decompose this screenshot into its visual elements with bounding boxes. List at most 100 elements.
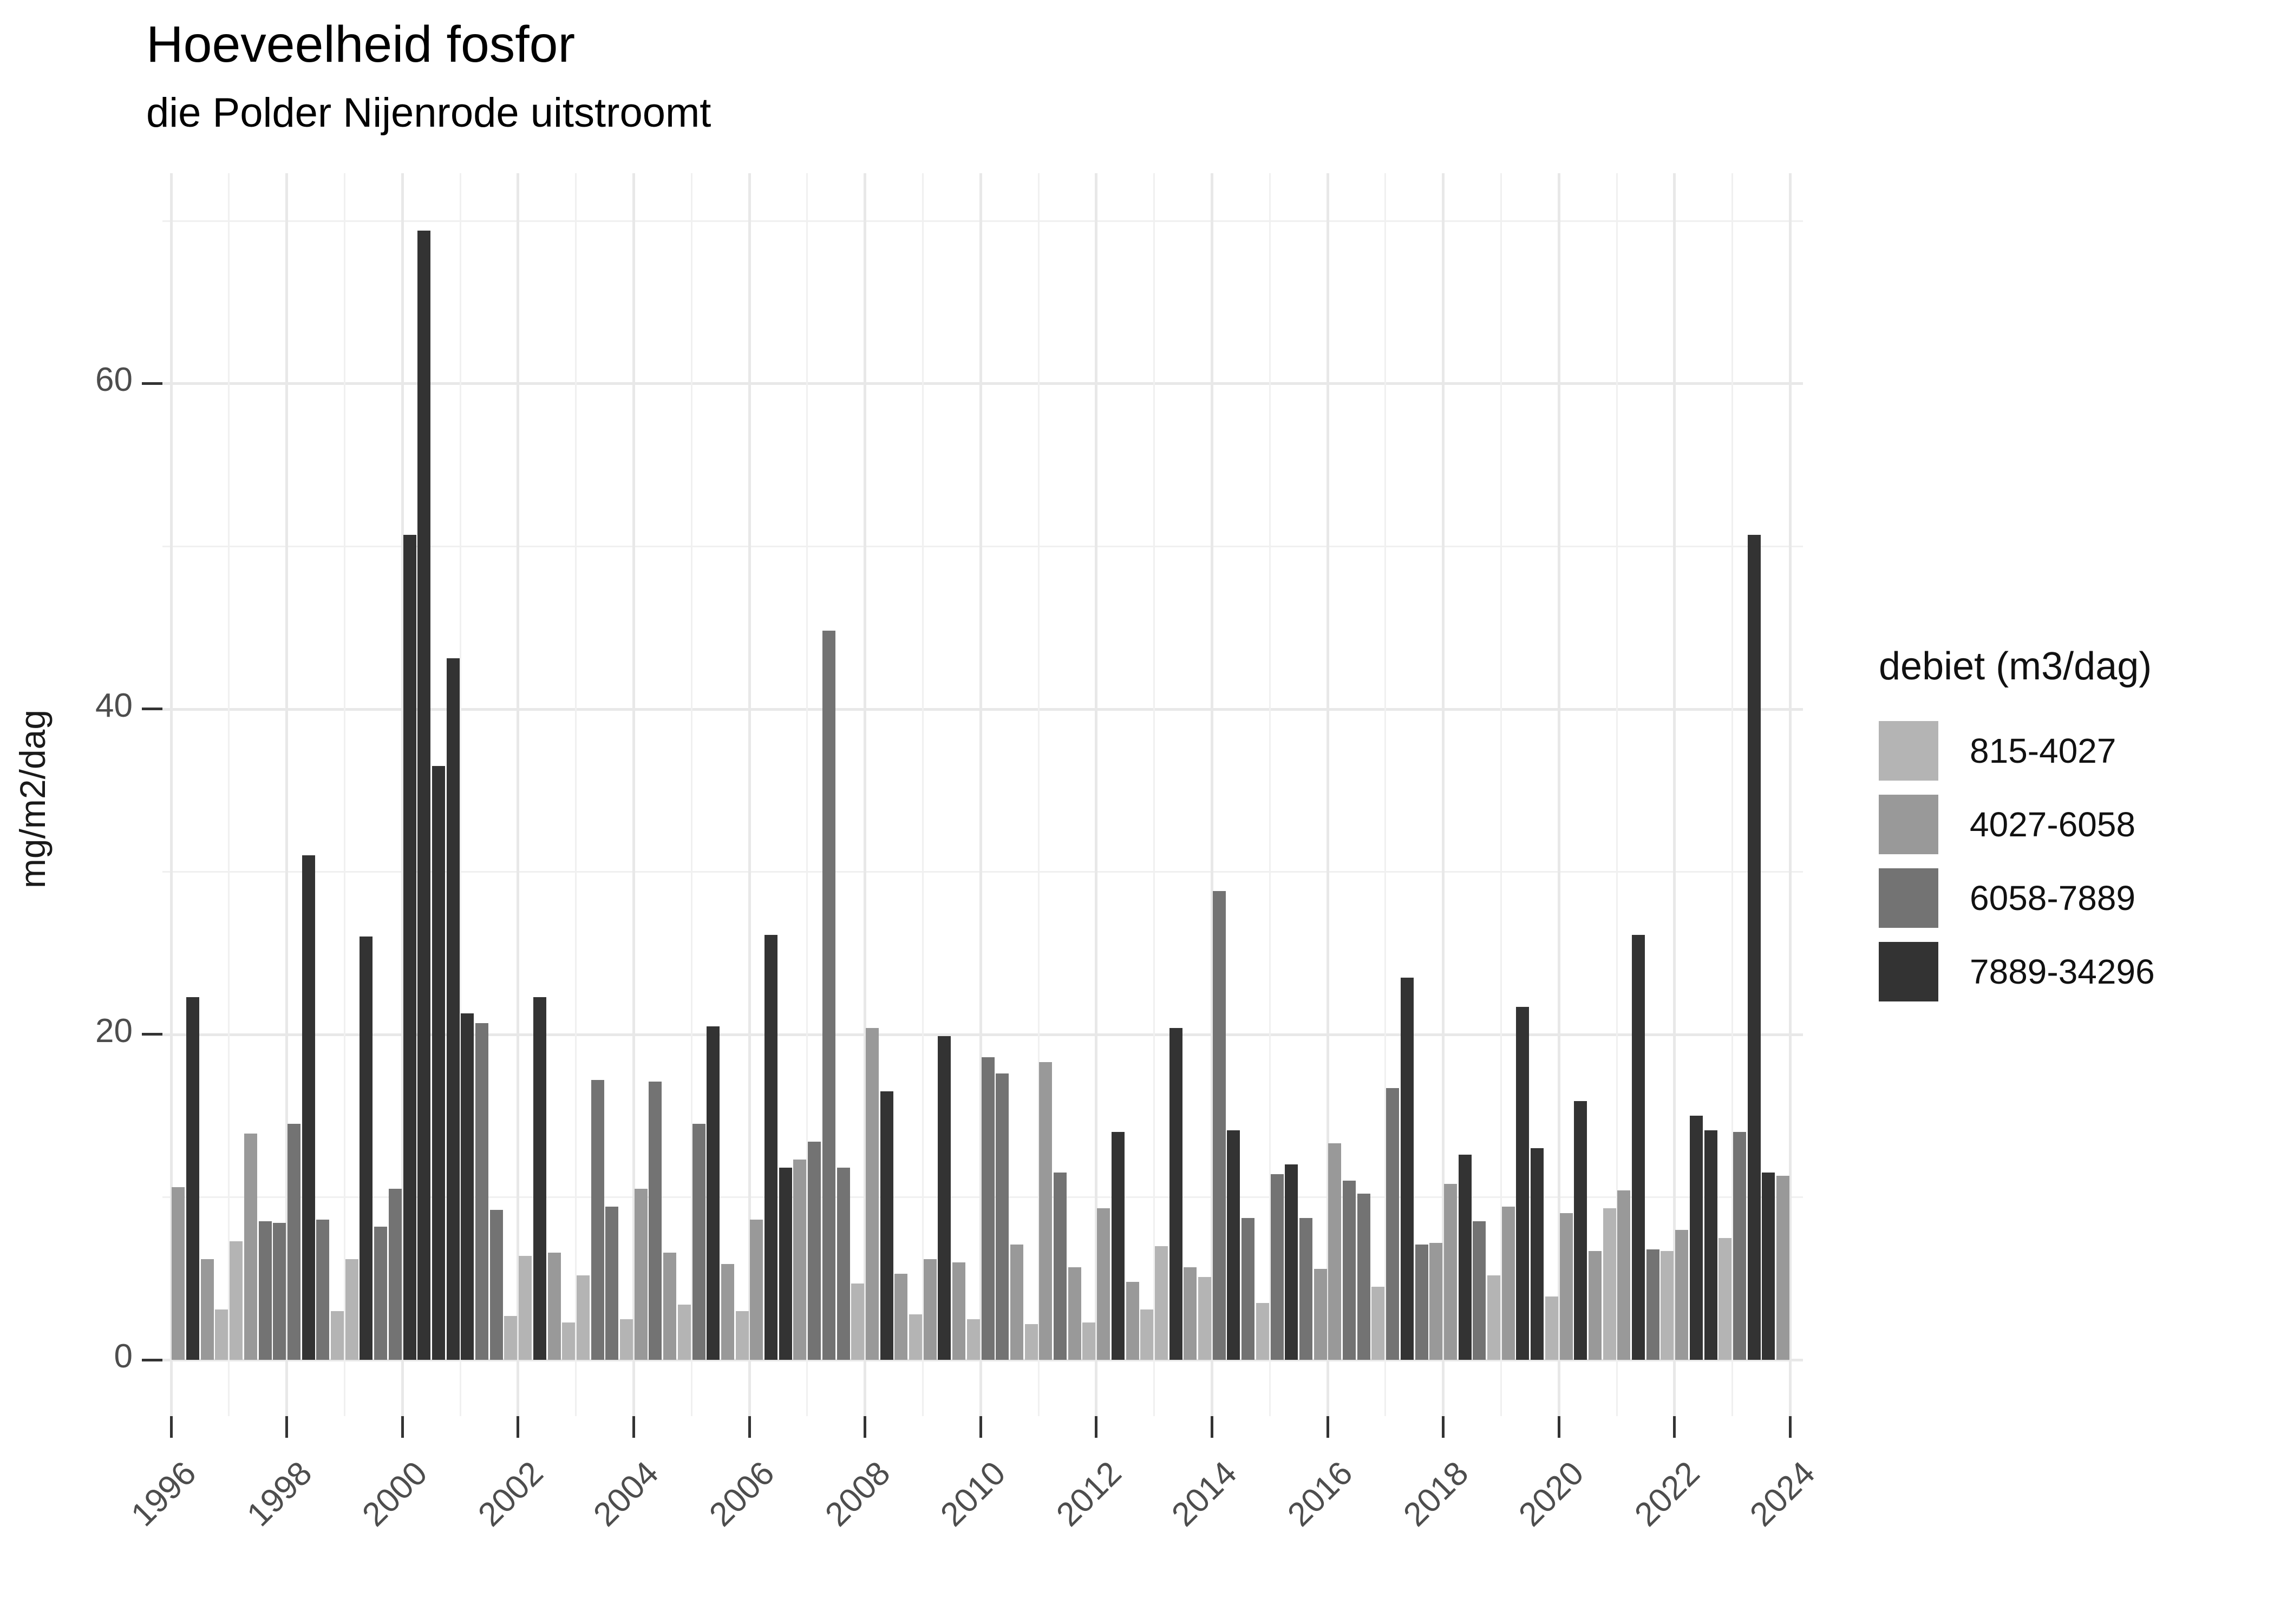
- bar-2005Q1: [692, 1124, 705, 1360]
- bar-1998Q4: [331, 1311, 344, 1360]
- y-tick-40: [142, 708, 162, 711]
- gridline-y-40: [162, 708, 1803, 711]
- bar-1997Q4: [273, 1223, 286, 1360]
- gridline-x-2005: [690, 173, 692, 1416]
- x-tick-2010: [979, 1416, 982, 1438]
- x-tick-2020: [1557, 1416, 1560, 1438]
- gridline-y-minor-50: [162, 546, 1803, 547]
- legend-swatch-815-4027: [1879, 721, 1938, 781]
- bar-2014Q1: [1212, 891, 1226, 1360]
- bar-2004Q3: [663, 1252, 677, 1360]
- bar-2016Q4: [1371, 1286, 1385, 1360]
- page-subtitle: die Polder Nijenrode uitstroomt: [146, 90, 711, 136]
- gridline-y-minor-30: [162, 871, 1803, 873]
- y-tick-0: [142, 1358, 162, 1361]
- legend-entry-4027-6058: 4027-6058: [1879, 795, 2155, 854]
- y-tick-20: [142, 1033, 162, 1036]
- bar-1998Q1: [287, 1124, 300, 1360]
- bar-2017Q4: [1429, 1242, 1443, 1360]
- x-tick-2006: [748, 1416, 751, 1438]
- bar-1996Q3: [200, 1259, 214, 1360]
- bar-2019Q3: [1531, 1148, 1544, 1360]
- gridline-x-2011: [1037, 173, 1040, 1416]
- bar-2023Q2: [1747, 534, 1761, 1360]
- legend-entry-7889-34296: 7889-34296: [1879, 942, 2155, 1001]
- legend-label-815-4027: 815-4027: [1970, 731, 2116, 770]
- gridline-x-2022: [1673, 173, 1676, 1416]
- bar-2003Q3: [605, 1207, 619, 1360]
- bar-2002Q4: [562, 1322, 576, 1360]
- bar-2000Q4: [446, 658, 460, 1360]
- bar-2003Q4: [620, 1319, 633, 1360]
- bar-2008Q3: [894, 1273, 908, 1360]
- gridline-x-1998: [285, 173, 289, 1416]
- gridline-x-2001: [459, 173, 461, 1416]
- y-axis-title: mg/m2/dag: [12, 709, 53, 889]
- bar-2021Q2: [1632, 935, 1645, 1360]
- legend-entries: 815-4027 4027-6058 6058-7889 7889-34296: [1879, 721, 2155, 1001]
- bar-2006Q1: [750, 1220, 763, 1360]
- x-tick-label-2020: 2020: [1512, 1454, 1591, 1534]
- gridline-y-0: [162, 1359, 1803, 1361]
- legend: debiet (m3/dag) 815-4027 4027-6058 6058-78…: [1879, 644, 2155, 1016]
- gridline-y-20: [162, 1033, 1803, 1036]
- bar-2015Q3: [1299, 1218, 1312, 1360]
- x-tick-2022: [1673, 1416, 1676, 1438]
- legend-entry-815-4027: 815-4027: [1879, 721, 2155, 781]
- gridline-x-2006: [748, 173, 751, 1416]
- bar-2015Q2: [1285, 1164, 1298, 1360]
- bar-2011Q4: [1082, 1322, 1096, 1360]
- bar-1999Q2: [360, 937, 373, 1360]
- gridline-x-2007: [806, 173, 808, 1416]
- x-tick-label-1998: 1998: [239, 1454, 319, 1534]
- bar-2001Q1: [461, 1013, 474, 1360]
- bar-2006Q3: [779, 1168, 792, 1360]
- bar-2014Q2: [1227, 1130, 1240, 1360]
- bar-2017Q2: [1400, 977, 1414, 1360]
- bar-2018Q4: [1487, 1275, 1501, 1360]
- legend-swatch-7889-34296: [1879, 942, 1938, 1001]
- gridline-x-2014: [1210, 173, 1213, 1416]
- x-tick-2016: [1326, 1416, 1329, 1438]
- bar-2002Q1: [519, 1255, 532, 1360]
- bar-2006Q4: [793, 1160, 807, 1360]
- x-tick-label-2002: 2002: [471, 1454, 551, 1534]
- bar-2012Q2: [1111, 1132, 1125, 1360]
- gridline-x-2010: [979, 173, 982, 1416]
- x-tick-2012: [1095, 1416, 1098, 1438]
- x-tick-2008: [864, 1416, 867, 1438]
- bar-2021Q3: [1646, 1249, 1659, 1360]
- bar-2021Q4: [1661, 1250, 1674, 1360]
- bar-2020Q2: [1574, 1101, 1587, 1360]
- bar-2009Q3: [952, 1262, 966, 1360]
- bar-2021Q1: [1617, 1190, 1631, 1360]
- bar-2023Q3: [1762, 1173, 1775, 1360]
- gridline-x-2024: [1788, 173, 1792, 1416]
- bar-2016Q3: [1357, 1194, 1370, 1360]
- bar-2013Q2: [1169, 1027, 1182, 1360]
- x-tick-label-2008: 2008: [818, 1454, 898, 1534]
- x-tick-label-2022: 2022: [1627, 1454, 1707, 1534]
- x-tick-label-2012: 2012: [1049, 1454, 1129, 1534]
- bar-2006Q2: [764, 935, 778, 1360]
- bar-2002Q2: [533, 997, 546, 1360]
- plot-panel: [162, 173, 1803, 1416]
- bar-2015Q4: [1314, 1268, 1327, 1360]
- gridline-y-60: [162, 382, 1803, 385]
- bar-1999Q4: [388, 1189, 402, 1360]
- bar-2022Q2: [1689, 1116, 1703, 1360]
- bar-2020Q3: [1588, 1250, 1602, 1360]
- bar-2008Q2: [880, 1091, 893, 1360]
- gridline-x-2021: [1616, 173, 1618, 1416]
- bar-1996Q4: [215, 1309, 228, 1360]
- y-tick-label-60: 60: [95, 361, 133, 399]
- bar-2013Q4: [1198, 1276, 1212, 1360]
- bar-2007Q4: [851, 1283, 865, 1360]
- x-tick-label-2018: 2018: [1396, 1454, 1476, 1534]
- x-tick-2002: [517, 1416, 520, 1438]
- x-tick-1998: [285, 1416, 289, 1438]
- bar-2000Q2: [417, 230, 431, 1360]
- bar-1999Q1: [345, 1259, 358, 1360]
- x-tick-1996: [169, 1416, 173, 1438]
